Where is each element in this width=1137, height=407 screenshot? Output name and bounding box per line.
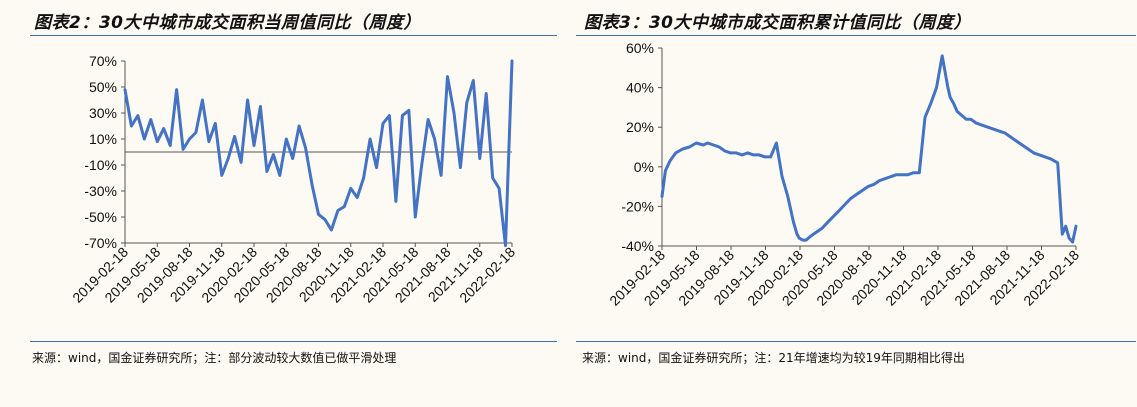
right-chart-panel: 图表3：30大中城市成交面积累计值同比（周度） 60% 40% 20% 0% -20% -…: [576, 0, 1137, 407]
y-tick-label: 50%: [89, 79, 117, 95]
right-source-note: 来源：wind，国金证券研究所；注：21年增速均为较19年同期相比得出: [582, 351, 965, 365]
left-source-rule: [30, 341, 557, 342]
y-tick-label: 60%: [626, 40, 654, 56]
y-tick-label: 30%: [89, 105, 117, 121]
y-tick-label: 20%: [626, 119, 654, 135]
y-tick-label: 70%: [89, 53, 117, 69]
y-tick-label: -10%: [84, 157, 117, 173]
y-tick-label: 10%: [89, 131, 117, 147]
right-chart-title: 图表3：30大中城市成交面积累计值同比（周度）: [584, 13, 971, 33]
y-tick-label: -20%: [621, 198, 654, 214]
left-chart-title: 图表2：30大中城市成交面积当周值同比（周度）: [34, 13, 421, 33]
left-line-chart: 70%50%30%10%-10%-30%-50%-70%2019-02-1820…: [69, 53, 518, 306]
y-tick-label: 0%: [634, 159, 654, 175]
y-tick-label: -40%: [621, 238, 654, 254]
y-tick-label: -70%: [84, 235, 117, 251]
y-tick-label: -30%: [84, 183, 117, 199]
left-title-rule: [30, 35, 557, 36]
y-tick-label: -50%: [84, 209, 117, 225]
right-source-rule: [576, 341, 1136, 342]
series-line: [123, 59, 514, 248]
right-title-rule: [576, 35, 1136, 36]
left-source-note: 来源：wind，国金证券研究所；注：部分波动较大数值已做平滑处理: [32, 351, 397, 365]
right-line-chart: 60%40%20%0%-20%-40%2019-02-182019-05-182…: [606, 40, 1082, 309]
left-chart-panel: 图表2：30大中城市成交面积当周值同比（周度） 70% 50% 30% 10% -10%…: [0, 0, 560, 407]
series-line: [660, 54, 1078, 244]
y-tick-label: 40%: [626, 80, 654, 96]
